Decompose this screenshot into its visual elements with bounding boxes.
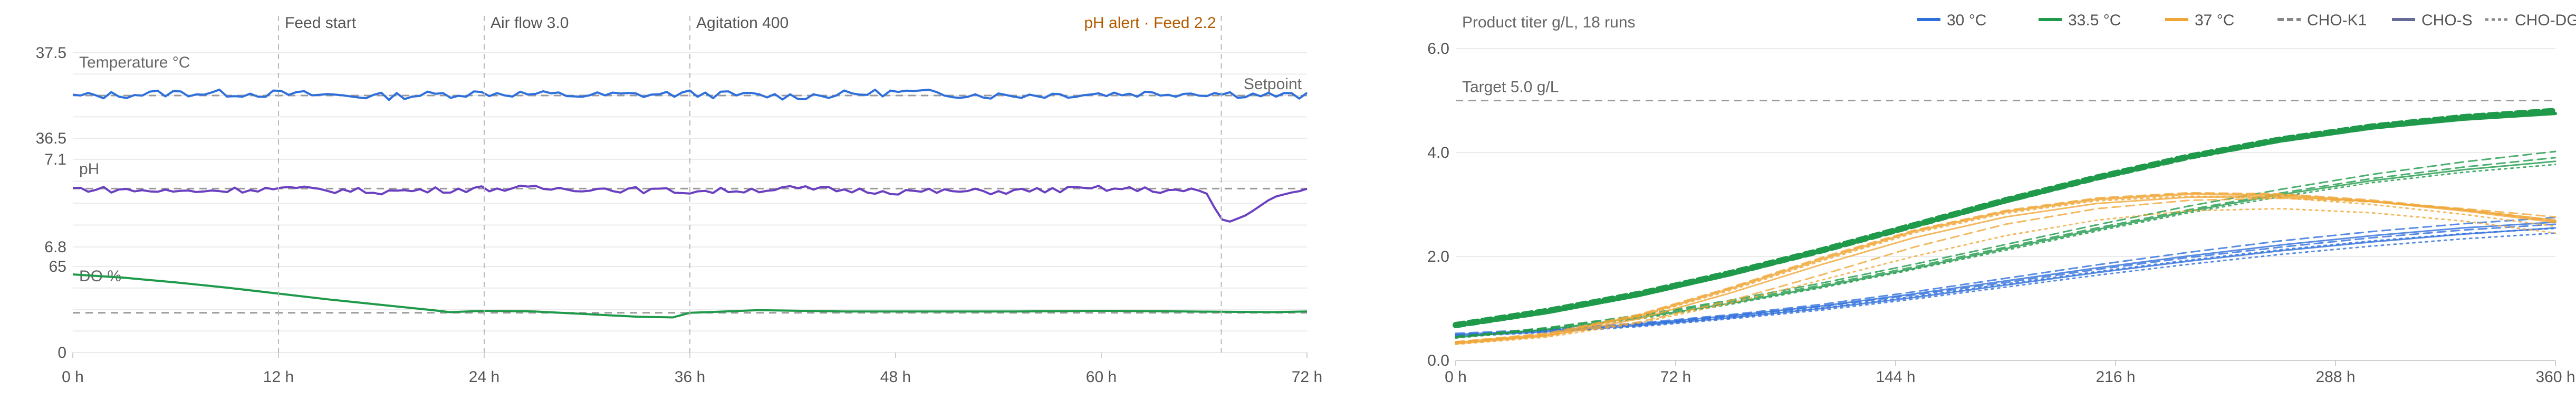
titer-series-line bbox=[1453, 108, 2559, 328]
titer-y-tick-label: 0.0 bbox=[1427, 352, 1449, 369]
temperature-y-tick-label: 37.5 bbox=[36, 44, 66, 62]
titer-x-tick-label: 216 h bbox=[2096, 368, 2135, 386]
x-tick-label: 12 h bbox=[263, 368, 294, 386]
titer-panel: 0.0 2.0 4.0 6.0 Product titer g/L, 18 runs Ta… bbox=[1427, 12, 2576, 386]
event-label: Agitation 400 bbox=[696, 14, 789, 32]
setpoint-label: Setpoint bbox=[1244, 75, 1302, 93]
target-reference-label: Target 5.0 g/L bbox=[1462, 79, 1559, 96]
x-tick-label: 60 h bbox=[1086, 368, 1117, 386]
legend-label: CHO-DG44 bbox=[2515, 12, 2576, 29]
legend-label: 33.5 °C bbox=[2068, 12, 2121, 29]
titer-series-line bbox=[1454, 112, 2557, 328]
titer-series-line bbox=[1455, 157, 2556, 338]
temperature-strip-label: Temperature °C bbox=[79, 54, 190, 71]
titer-series-line bbox=[1455, 207, 2556, 345]
titer-series-line bbox=[1455, 227, 2556, 337]
x-tick-label: 36 h bbox=[675, 368, 705, 386]
titer-y-tick-label: 6.0 bbox=[1427, 40, 1449, 58]
titer-x-tick-label: 360 h bbox=[2535, 368, 2575, 386]
titer-series-line bbox=[1455, 150, 2556, 338]
titer-series-line bbox=[1455, 195, 2556, 344]
titer-x-tick-label: 72 h bbox=[1660, 368, 1691, 386]
titer-series-line bbox=[1455, 196, 2556, 345]
alert-event-label: pH alert · Feed 2.2 bbox=[1084, 14, 1216, 32]
titer-series-line bbox=[1455, 160, 2556, 339]
temperature-series-line bbox=[72, 88, 1308, 101]
titer-series-line bbox=[1455, 232, 2556, 338]
titer-series-line bbox=[1455, 223, 2556, 336]
do-y-tick-label: 0 bbox=[57, 344, 66, 361]
legend-label: 37 °C bbox=[2195, 12, 2234, 29]
titer-chart-title: Product titer g/L, 18 runs bbox=[1462, 14, 1636, 31]
x-tick-label: 48 h bbox=[880, 368, 911, 386]
do-series-line bbox=[72, 273, 1308, 319]
legend-label: CHO-S bbox=[2421, 12, 2473, 29]
ph-y-tick-label: 7.1 bbox=[44, 151, 66, 168]
event-label: Air flow 3.0 bbox=[491, 14, 569, 32]
ph-strip-label: pH bbox=[79, 160, 99, 178]
titer-y-tick-label: 2.0 bbox=[1427, 248, 1449, 265]
titer-x-tick-label: 0 h bbox=[1445, 368, 1467, 386]
titer-x-tick-label: 288 h bbox=[2315, 368, 2355, 386]
ph-y-tick-label: 6.8 bbox=[44, 239, 66, 256]
titer-y-tick-label: 4.0 bbox=[1427, 144, 1449, 161]
bioreactor-timeline-panel: 36.5 37.5 Temperature °C Setpoint 6.8 7.1 pH 0 6… bbox=[36, 14, 1323, 386]
event-label: Feed start bbox=[285, 14, 357, 32]
x-tick-label: 24 h bbox=[469, 368, 499, 386]
do-y-tick-label: 65 bbox=[49, 258, 66, 275]
legend-label: CHO-K1 bbox=[2307, 12, 2367, 29]
x-tick-label: 0 h bbox=[62, 368, 84, 386]
titer-x-tick-label: 144 h bbox=[1876, 368, 1915, 386]
temperature-y-tick-label: 36.5 bbox=[36, 130, 66, 147]
legend-label: 30 °C bbox=[1947, 12, 1986, 29]
titer-series-line bbox=[1455, 164, 2556, 339]
x-tick-label: 72 h bbox=[1292, 368, 1322, 386]
